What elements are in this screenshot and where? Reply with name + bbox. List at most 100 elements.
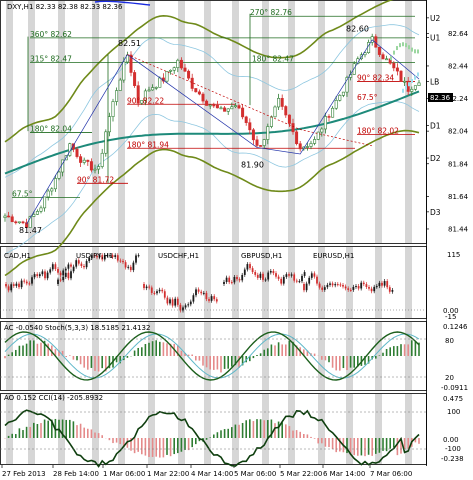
currency-candle [243,269,246,275]
price-annotation: 67.5° [357,93,378,102]
currency-candle [38,274,41,277]
currency-candle [33,274,36,278]
level-label-d2: D2 [430,154,441,163]
forecast-mark [402,88,404,93]
session-band [148,394,155,464]
currency-candle [72,266,75,272]
currency-label-usdjpy: USDJPY,H1 [76,252,113,260]
currency-candle [267,272,270,280]
currency-candle [344,286,347,289]
currency-candle [67,264,70,269]
session-band [6,394,13,464]
candle [21,221,25,224]
candle [57,171,61,179]
session-band [204,322,211,390]
currency-candle [176,298,179,305]
currency-candle [303,284,305,291]
main-chart-header: DXY,H1 82.33 82.38 82.33 82.36 [7,3,123,11]
currency-candle [368,287,370,289]
currency-candle [59,272,62,276]
candle [392,62,396,69]
candle [212,104,216,107]
currency-candle [202,292,205,294]
currency-candle [303,272,306,276]
candle [251,129,255,141]
session-band [28,394,35,464]
currency-candle [238,279,241,281]
currency-candle [318,283,321,288]
level-label-d3: D3 [430,208,441,217]
currency-candle [18,283,20,288]
session-band [28,1,35,243]
candle [241,107,245,118]
forecast-mark [396,46,398,51]
candle [291,123,295,133]
currency-candle [277,276,280,279]
candle [237,105,241,109]
currency-candle [103,255,106,260]
candle [136,85,140,104]
currency-candle [192,295,195,302]
currency-axis-minus15: -15 [445,313,456,321]
candle [133,72,137,86]
candle [280,98,284,107]
candle [305,146,309,148]
time-label-3: 1 Mar 22:00 [147,470,189,478]
time-label-7: 6 Mar 14:00 [323,470,365,478]
candle [248,122,252,131]
currency-candle [44,271,46,279]
candle [115,90,119,102]
currency-candle [127,266,130,268]
currency-candle [90,255,93,258]
candle [395,67,399,72]
candle [172,67,176,71]
candle [179,59,183,69]
currency-candle [334,284,337,286]
currency-candle [285,274,288,277]
currency-candle [106,255,109,257]
candle [352,63,356,75]
candle [226,108,230,112]
currency-candle [342,284,344,287]
candle [129,54,133,73]
currency-candle [331,283,334,286]
currency-axis-115: 115 [447,251,460,259]
session-band [405,247,412,318]
currency-candle [241,274,244,281]
currency-candle [96,256,98,258]
currency-candle [272,270,275,274]
candle [104,131,108,154]
currency-candle [365,284,368,288]
candle [410,88,414,92]
currency-candle [347,288,350,290]
currency-axis-zero: 0.00 [443,307,459,315]
currency-candle [137,255,140,257]
currency-candle [64,268,67,271]
session-band [92,247,99,318]
time-label-6: 5 Mar 22:00 [280,470,322,478]
candle [35,211,39,215]
currency-label-eurusd: EURUSD,H1 [313,252,354,260]
candle [82,159,86,163]
price-tick-label: 82.64 [448,30,469,38]
currency-candle [388,287,391,292]
session-band [92,394,99,464]
candle [298,143,302,150]
currency-candle [54,264,57,269]
forecast-mark [390,56,392,61]
candle [295,131,299,145]
currency-candle [156,291,158,294]
candle [341,91,345,96]
candle [46,190,50,198]
time-label-1: 28 Feb 14:00 [53,470,99,478]
ac-axis-20: 20 [445,374,454,382]
currency-candle [12,284,15,286]
currency-candle [57,268,59,273]
currency-candle [25,281,28,284]
level-label-lb: LB [430,77,439,86]
price-tick-label: 82.44 [448,62,469,70]
forecast-mark [417,72,419,77]
session-band [148,322,155,390]
price-tick-label: 82.04 [448,128,469,136]
candle [122,61,126,81]
